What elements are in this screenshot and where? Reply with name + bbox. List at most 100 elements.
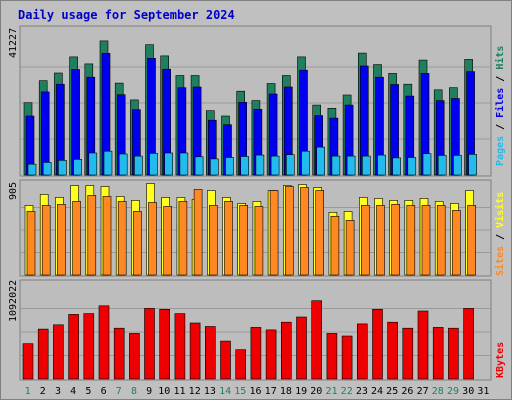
max-label-hits: 41227 — [8, 28, 19, 58]
bar-kbytes-day-28 — [432, 327, 444, 380]
bar-sites-day-8 — [133, 211, 142, 276]
bar-kbytes-day-5 — [83, 313, 95, 380]
bar-pages-day-27 — [422, 153, 432, 176]
bar-pages-day-10 — [164, 152, 173, 176]
max-label-kbytes: 1092022 — [8, 280, 19, 322]
tick-label-day-31: 31 — [477, 386, 489, 397]
bar-kbytes-day-9 — [144, 308, 155, 380]
tick-label-day-30: 30 — [462, 386, 474, 397]
bar-pages-day-15 — [240, 156, 249, 176]
bar-sites-day-6 — [102, 196, 112, 276]
legend-sep: / — [495, 228, 506, 246]
bar-sites-day-13 — [209, 205, 218, 276]
tick-label-day-24: 24 — [371, 386, 383, 397]
panel-bars-3 — [22, 300, 474, 380]
tick-label-day-9: 9 — [146, 386, 152, 397]
tick-label-day-12: 12 — [189, 386, 201, 397]
bar-pages-day-5 — [88, 152, 98, 176]
tick-label-day-22: 22 — [341, 386, 353, 397]
tick-label-day-14: 14 — [219, 386, 231, 397]
bar-kbytes-day-26 — [402, 327, 414, 380]
tick-label-day-19: 19 — [295, 386, 307, 397]
bar-sites-day-17 — [269, 190, 279, 276]
panel-kbytes: 1092022 KBytes — [8, 279, 506, 381]
bar-sites-day-10 — [163, 206, 172, 276]
bar-kbytes-day-19 — [296, 316, 307, 380]
bar-sites-day-29 — [452, 210, 461, 276]
bar-pages-day-12 — [194, 156, 204, 176]
tick-label-day-3: 3 — [55, 386, 61, 397]
bar-kbytes-day-12 — [189, 322, 201, 380]
tick-label-day-25: 25 — [386, 386, 398, 397]
bar-pages-day-18 — [285, 154, 295, 176]
legend-visits-sites: Sites / Visits — [494, 192, 506, 276]
bar-pages-day-22 — [346, 155, 356, 176]
tick-label-day-4: 4 — [70, 386, 76, 397]
legend-visits: Visits — [494, 192, 506, 228]
bar-pages-day-9 — [149, 153, 158, 176]
bar-kbytes-day-21 — [326, 333, 338, 380]
bar-sites-day-22 — [345, 220, 355, 276]
bar-pages-day-14 — [225, 157, 234, 176]
bar-sites-day-19 — [300, 187, 309, 276]
bar-sites-day-14 — [224, 201, 233, 276]
tick-label-day-2: 2 — [40, 386, 46, 397]
bar-kbytes-day-18 — [280, 321, 292, 380]
bar-kbytes-day-16 — [250, 327, 262, 380]
max-label-visits: 905 — [8, 182, 19, 200]
tick-label-day-6: 6 — [101, 386, 107, 397]
bar-sites-day-7 — [117, 201, 127, 276]
bar-kbytes-day-22 — [341, 335, 353, 380]
bar-pages-day-19 — [301, 150, 310, 176]
legend-sites: Sites — [494, 246, 506, 276]
tick-label-day-13: 13 — [204, 386, 216, 397]
bar-kbytes-day-15 — [235, 349, 246, 380]
bar-sites-day-11 — [178, 201, 188, 276]
bar-sites-day-28 — [436, 205, 446, 276]
bar-sites-day-25 — [391, 204, 400, 276]
bar-sites-day-16 — [254, 206, 264, 276]
legend-sep: / — [495, 70, 506, 88]
bar-pages-day-20 — [316, 146, 326, 176]
bar-pages-day-17 — [270, 155, 280, 176]
bar-sites-day-3 — [57, 204, 66, 276]
tick-label-day-18: 18 — [280, 386, 292, 397]
bar-kbytes-day-24 — [372, 308, 383, 380]
bar-pages-day-8 — [134, 155, 143, 176]
bar-kbytes-day-10 — [159, 308, 170, 380]
bar-kbytes-day-4 — [68, 314, 79, 380]
bar-kbytes-day-17 — [265, 329, 277, 380]
bar-kbytes-day-6 — [98, 305, 110, 380]
day-tick-labels: 1 2 3 4 5 6 7 8 9 10 11 12 13 14 15 16 17 18 19 20 21 22 23 24 2… — [25, 386, 490, 397]
legend-hits: Hits — [494, 46, 506, 70]
tick-label-day-10: 10 — [158, 386, 170, 397]
bar-sites-day-15 — [239, 205, 248, 276]
bar-kbytes-day-2 — [37, 328, 49, 380]
tick-label-day-17: 17 — [265, 386, 277, 397]
bar-sites-day-1 — [26, 211, 36, 276]
bar-kbytes-day-13 — [205, 326, 216, 380]
bar-sites-day-18 — [284, 186, 294, 276]
panel-bars-2 — [24, 183, 476, 276]
bar-sites-day-5 — [87, 195, 97, 276]
bar-sites-day-2 — [41, 205, 51, 276]
bar-pages-day-4 — [73, 159, 82, 176]
bar-pages-day-13 — [210, 158, 219, 176]
bar-kbytes-day-29 — [448, 327, 459, 380]
panel-hits-files-pages: 41227 Pages / Files / Hits — [8, 25, 506, 177]
bar-sites-day-9 — [148, 202, 157, 276]
bar-pages-day-26 — [407, 157, 417, 176]
bar-pages-day-11 — [179, 152, 189, 176]
bar-kbytes-day-23 — [356, 323, 368, 380]
bar-pages-day-29 — [453, 155, 462, 176]
bar-kbytes-day-3 — [53, 324, 64, 380]
bar-kbytes-day-30 — [463, 308, 474, 380]
bar-pages-day-3 — [58, 160, 67, 176]
bar-pages-day-23 — [361, 155, 371, 176]
bar-sites-day-21 — [330, 216, 340, 276]
bar-kbytes-day-25 — [387, 321, 398, 380]
tick-label-day-27: 27 — [417, 386, 429, 397]
tick-label-day-21: 21 — [325, 386, 337, 397]
legend-hits-files-pages: Pages / Files / Hits — [494, 46, 506, 166]
tick-label-day-29: 29 — [447, 386, 459, 397]
